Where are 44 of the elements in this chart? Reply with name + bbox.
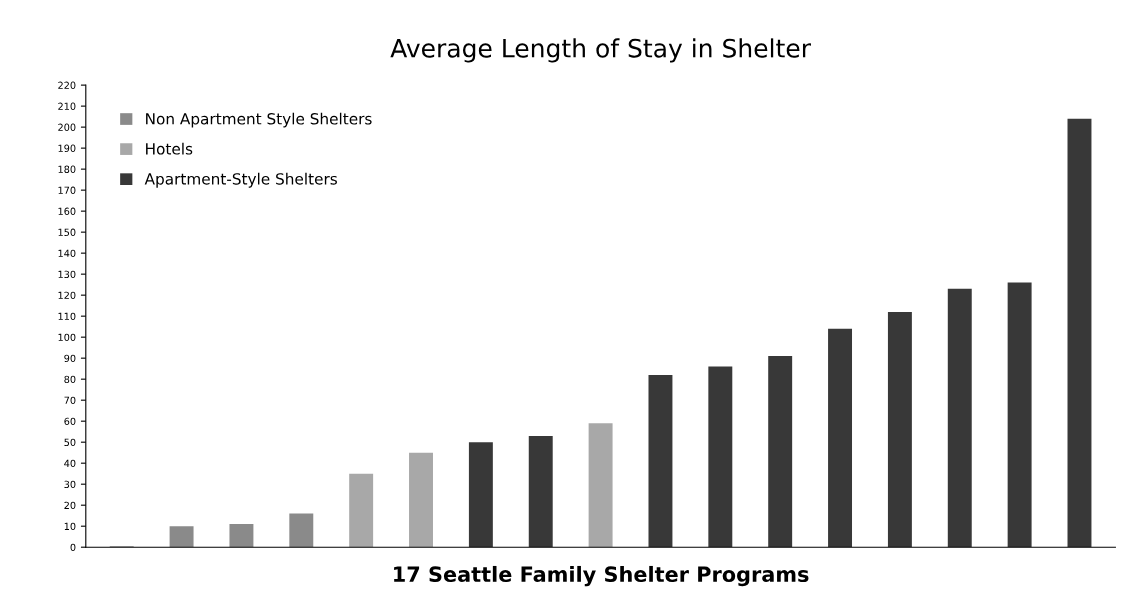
bar (528, 435, 553, 548)
legend-label: Non Apartment Style Shelters (146, 112, 372, 128)
y-tick-label: 210 (58, 102, 76, 110)
y-tick-label: 30 (64, 480, 76, 489)
y-tick-label: 160 (58, 207, 76, 215)
y-tick-label: 150 (58, 228, 76, 236)
y-tick-label: 200 (58, 123, 76, 131)
bar (169, 526, 194, 548)
bar (648, 374, 673, 548)
y-tick-label: 20 (64, 501, 76, 510)
bar (409, 452, 433, 548)
y-tick-label: 110 (58, 312, 76, 320)
bar (229, 524, 254, 548)
y-tick-label: 120 (58, 291, 76, 299)
bar (1007, 282, 1032, 548)
y-tick-label: 220 (58, 81, 76, 89)
y-tick-label: 70 (64, 396, 76, 405)
y-tick-label: 40 (64, 459, 76, 468)
y-tick-label: 190 (58, 144, 76, 152)
bar (289, 513, 314, 548)
x-axis-title: 17 Seattle Family Shelter Programs (394, 565, 809, 587)
y-tick-label: 180 (58, 165, 76, 173)
bar (887, 311, 912, 548)
bar (588, 423, 613, 548)
y-tick-label: 170 (58, 186, 76, 194)
y-tick-label: 130 (58, 270, 76, 278)
chart-title: Average Length of Stay in Shelter (390, 38, 811, 63)
y-tick-label: 50 (64, 438, 76, 447)
y-tick-label: 10 (64, 522, 76, 531)
y-tick-label: 140 (58, 249, 76, 257)
bar (1067, 118, 1092, 548)
bar (947, 288, 972, 548)
y-tick-label: 100 (58, 333, 76, 341)
bar (468, 442, 493, 548)
bar (708, 366, 733, 548)
legend-label: Apartment-Style Shelters (144, 172, 337, 188)
bar (349, 473, 374, 548)
y-tick-label: 80 (64, 375, 76, 383)
legend-label: Hotels (146, 142, 193, 155)
y-tick-label: 90 (64, 354, 76, 362)
y-tick-label: 60 (64, 417, 76, 426)
bar (768, 356, 793, 548)
y-tick-label: 0 (70, 543, 76, 552)
bar (828, 328, 853, 548)
